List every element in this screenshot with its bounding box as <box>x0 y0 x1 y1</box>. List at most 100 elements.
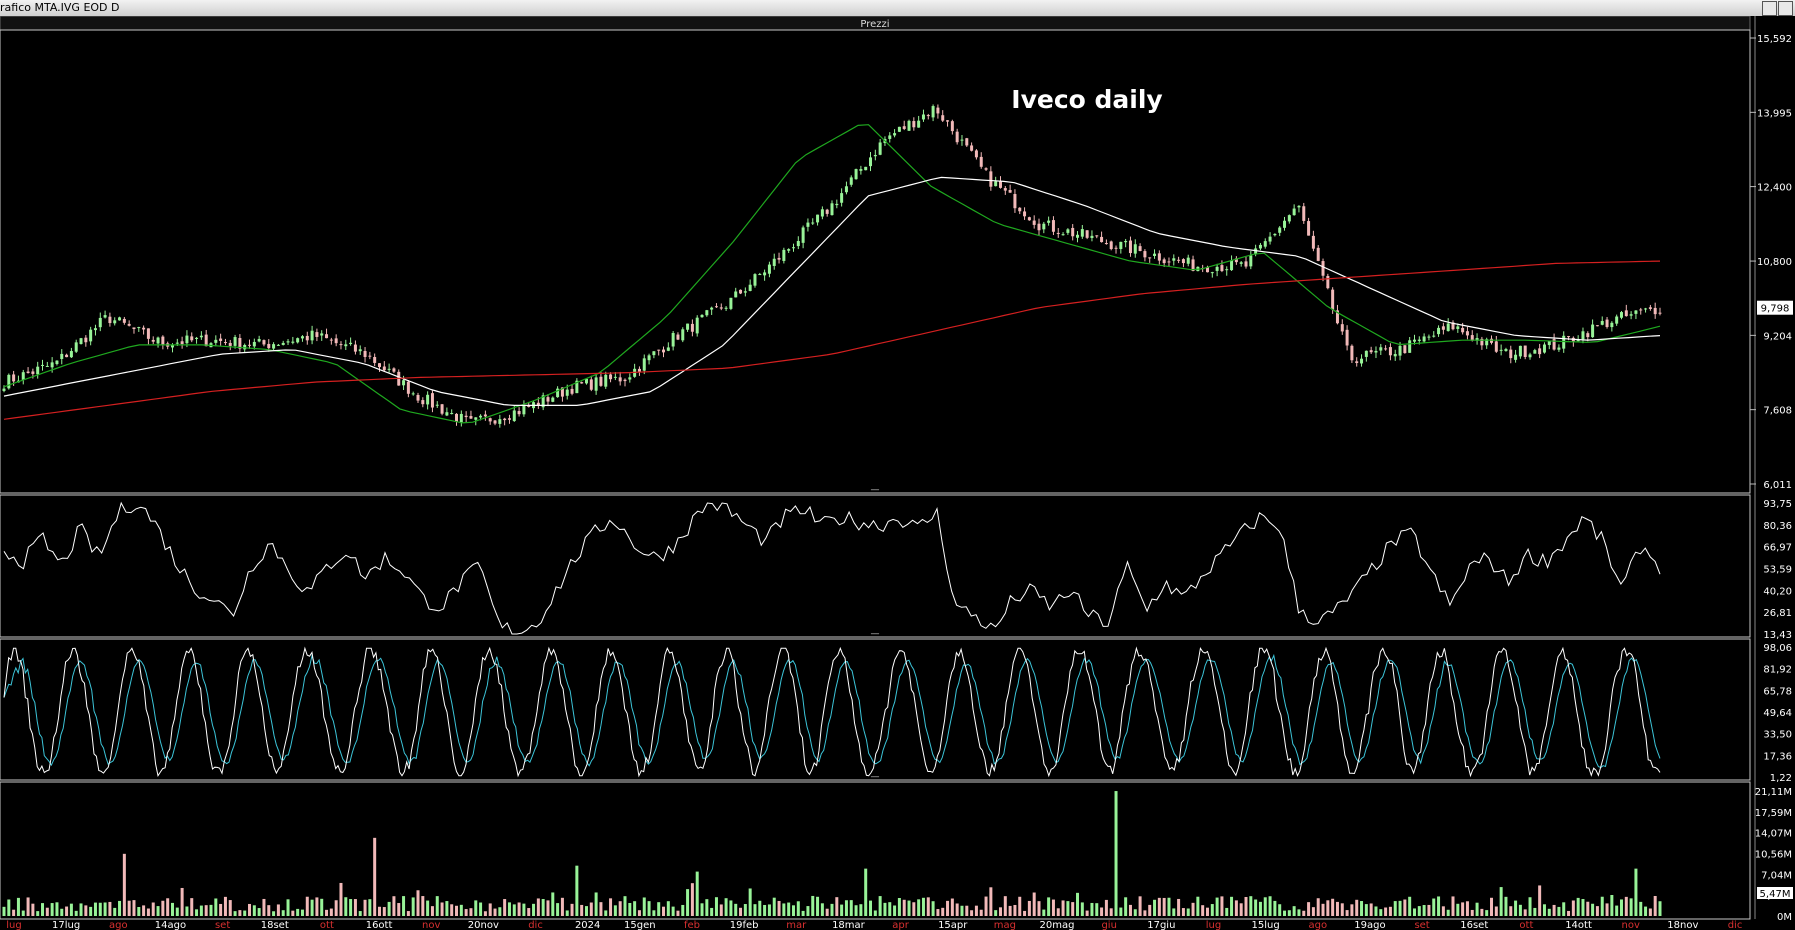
candle-body <box>849 177 853 185</box>
candle-body <box>556 388 560 398</box>
y-tick-label: 40,20 <box>1763 586 1792 597</box>
candle-body <box>1509 349 1513 359</box>
volume-bar <box>1422 905 1426 916</box>
volume-bar <box>946 900 950 916</box>
candle-body <box>946 120 950 122</box>
volume-bar <box>1398 900 1402 916</box>
volume-bar <box>1109 908 1113 916</box>
volume-bar <box>844 900 848 916</box>
volume-bar <box>310 899 314 916</box>
volume-bar <box>642 897 646 916</box>
candle-body <box>1451 322 1455 330</box>
candle-body <box>979 156 983 167</box>
x-tick-label: ago <box>1308 920 1327 930</box>
volume-bar <box>238 910 242 916</box>
candle-body <box>286 341 290 343</box>
candle-body <box>517 411 521 415</box>
candle-body <box>1514 354 1518 360</box>
volume-bar <box>84 905 88 916</box>
candle-body <box>854 169 858 180</box>
candle-body <box>137 327 141 329</box>
window-titlebar: rafico MTA.IVG EOD D <box>0 0 1795 17</box>
volume-bar <box>1619 899 1623 916</box>
volume-bar <box>1234 900 1238 916</box>
volume-bar <box>1634 868 1638 916</box>
volume-bar <box>1119 907 1123 916</box>
candle-body <box>604 374 608 387</box>
candle-body <box>912 121 916 128</box>
volume-bar <box>349 899 353 916</box>
volume-bar <box>1600 896 1604 916</box>
candle-body <box>998 181 1002 188</box>
candle-body <box>1172 258 1176 261</box>
candle-body <box>26 371 30 374</box>
close-button[interactable] <box>1778 1 1793 16</box>
candle-body <box>320 333 324 336</box>
candle-body <box>204 334 208 347</box>
volume-bar <box>1417 906 1421 916</box>
volume-bar <box>695 871 699 916</box>
candle-body <box>1085 230 1089 238</box>
candle-body <box>1297 205 1301 208</box>
volume-bar <box>1345 910 1349 916</box>
y-tick-label: 10,56M <box>1755 849 1792 860</box>
candle-body <box>1538 348 1542 355</box>
candle-body <box>233 337 237 346</box>
candle-body <box>1191 259 1195 271</box>
volume-bar <box>1311 907 1315 916</box>
candle-body <box>1157 253 1161 261</box>
candle-body <box>1355 361 1359 364</box>
volume-bar <box>729 900 733 916</box>
volume-bar <box>1538 885 1542 916</box>
volume-bar <box>329 908 333 916</box>
candle-body <box>1205 266 1209 273</box>
volume-bar <box>532 903 536 916</box>
volume-bar <box>869 900 873 916</box>
candle-body <box>1456 326 1460 329</box>
candle-body <box>811 222 815 224</box>
volume-bar <box>864 868 868 916</box>
volume-bar <box>1653 895 1657 916</box>
candle-body <box>1624 310 1628 317</box>
splitter-handle[interactable]: — <box>871 772 880 782</box>
volume-bar <box>166 898 170 916</box>
candle-body <box>623 379 627 382</box>
candle-body <box>1128 240 1132 254</box>
splitter-handle[interactable]: — <box>871 629 880 639</box>
candle-body <box>580 382 584 384</box>
volume-bar <box>1090 902 1094 916</box>
volume-bar <box>339 882 343 916</box>
candle-body <box>1408 340 1412 353</box>
volume-bar <box>488 903 492 916</box>
candle-body <box>719 307 723 309</box>
candle-body <box>1003 188 1007 191</box>
x-tick-label: ott <box>320 920 334 930</box>
volume-bar <box>594 892 598 916</box>
candle-body <box>671 333 675 347</box>
candle-body <box>108 316 112 324</box>
oscillator-panel-frame <box>0 494 1751 638</box>
volume-bar <box>652 910 656 916</box>
x-tick-label: 16ott <box>366 920 393 930</box>
volume-bar <box>1408 896 1412 916</box>
splitter-handle[interactable]: — <box>871 485 880 495</box>
volume-bar <box>358 911 362 916</box>
volume-bar <box>936 909 940 916</box>
candle-body <box>358 349 362 352</box>
volume-bar <box>734 903 738 916</box>
minimize-button[interactable] <box>1762 1 1777 16</box>
candle-body <box>243 344 247 350</box>
candle-body <box>262 340 266 345</box>
volume-bar <box>705 899 709 916</box>
candle-body <box>767 264 771 274</box>
x-tick-label: nov <box>1622 920 1640 930</box>
candle-body <box>796 241 800 247</box>
candle-body <box>430 393 434 408</box>
candle-body <box>1494 341 1498 352</box>
volume-bar <box>1571 900 1575 916</box>
candle-body <box>426 394 430 405</box>
x-tick-label: 18mar <box>832 920 866 930</box>
candle-body <box>681 329 685 341</box>
candle-body <box>1249 255 1253 267</box>
volume-bar <box>536 898 540 916</box>
